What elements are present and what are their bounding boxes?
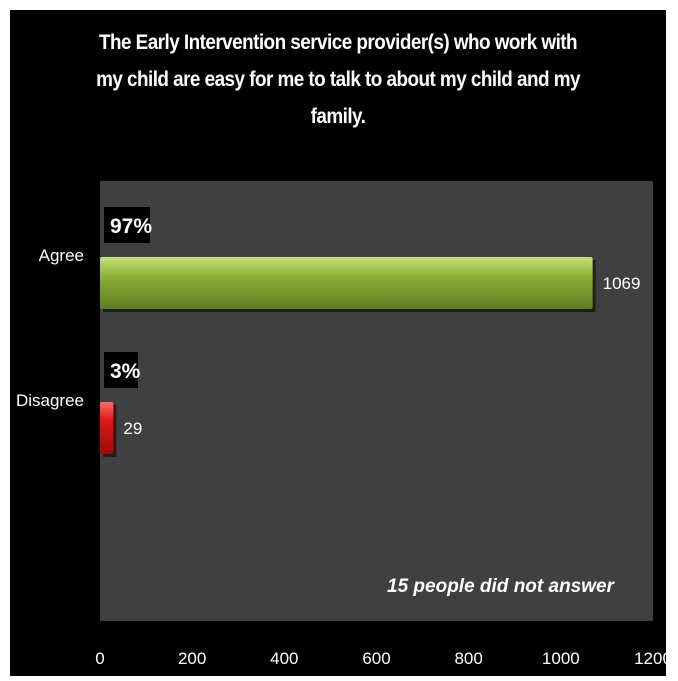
x-tick-label: 1200 xyxy=(634,649,672,668)
x-tick-label: 200 xyxy=(178,649,206,668)
percent-labels: 97% 3% xyxy=(104,207,152,388)
value-label: 1069 xyxy=(603,274,641,293)
bar-agree xyxy=(100,257,593,309)
percent-label-box xyxy=(104,352,138,388)
x-tick-label: 400 xyxy=(270,649,298,668)
category-label: Agree xyxy=(39,246,84,265)
plot-area xyxy=(100,181,653,621)
chart-title: The Early Intervention service provider(… xyxy=(96,31,580,128)
percent-label: 3% xyxy=(110,360,141,383)
value-labels: 1069 29 xyxy=(123,274,640,438)
percent-label: 97% xyxy=(110,215,152,238)
x-tick-label: 600 xyxy=(362,649,390,668)
x-tick-label: 1000 xyxy=(542,649,580,668)
value-label: 29 xyxy=(123,419,142,438)
x-tick-label: 800 xyxy=(454,649,482,668)
x-tick-label: 0 xyxy=(95,649,104,668)
category-labels: Agree Disagree xyxy=(16,246,84,410)
bars xyxy=(100,257,596,457)
percent-label-box xyxy=(104,207,150,243)
bar-disagree xyxy=(100,402,114,454)
x-axis: 0 200 400 600 800 1000 1200 xyxy=(95,649,672,668)
category-label: Disagree xyxy=(16,391,84,410)
no-answer-note: 15 people did not answer xyxy=(387,576,616,597)
